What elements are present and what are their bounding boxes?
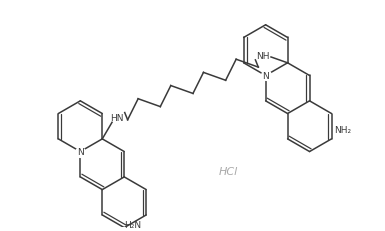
Text: N: N: [262, 72, 269, 81]
Text: N: N: [77, 147, 84, 156]
Text: H₂N: H₂N: [124, 220, 141, 229]
Text: NH₂: NH₂: [335, 125, 352, 134]
Text: HCl: HCl: [219, 167, 238, 176]
Text: NH: NH: [256, 51, 270, 60]
Text: HN: HN: [110, 113, 124, 122]
